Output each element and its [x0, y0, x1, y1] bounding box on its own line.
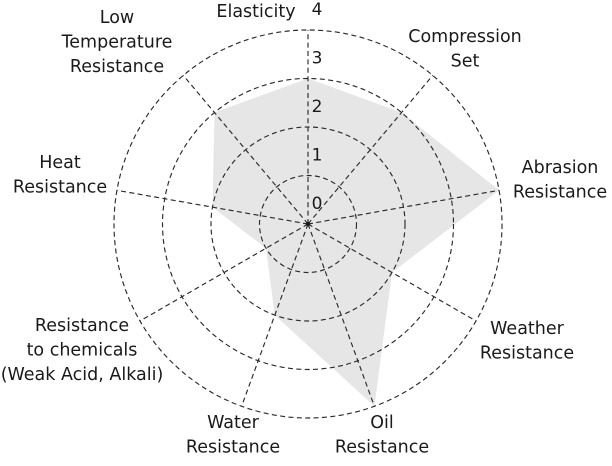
spoke-layer [116, 30, 500, 407]
axis-label-6: Water Resistance [186, 413, 280, 458]
axis-label-line: Abrasion [522, 158, 599, 178]
axis-label-2: Compression Set [408, 27, 522, 72]
axis-label-line: Resistance [480, 344, 574, 364]
spoke-9 [182, 75, 309, 225]
axis-label-1: Elasticity [216, 2, 295, 22]
tick-label-2: 2 [312, 97, 323, 117]
axis-label-line: Low [100, 8, 134, 28]
axis-label-line: Resistance [186, 438, 280, 458]
axis-label-line: Oil [370, 413, 394, 433]
axis-label-4: Weather Resistance [480, 319, 574, 364]
axis-label-9: Low Temperature Resistance [61, 8, 173, 77]
axis-label-line: Resistance [70, 57, 164, 77]
spoke-3 [307, 189, 500, 225]
axis-label-line: Temperature [61, 33, 173, 53]
spoke-7 [139, 223, 309, 322]
tick-label-4: 4 [312, 0, 323, 20]
grid-ring-4 [113, 29, 503, 419]
tick-label-0: 0 [312, 194, 323, 214]
axis-label-line: Elasticity [216, 2, 295, 22]
axis-label-line: Weather [490, 319, 564, 339]
axis-label-line: Set [451, 52, 480, 72]
axis-label-3: Abrasion Resistance [513, 158, 607, 203]
axis-label-5: Oil Resistance [335, 413, 429, 458]
axis-label-line: Resistance [13, 178, 107, 198]
axis-label-line: Resistance [513, 183, 607, 203]
axis-label-line: Compression [408, 27, 522, 47]
grid-ring-1 [258, 174, 358, 274]
spoke-5 [307, 223, 375, 407]
spoke-6 [241, 223, 309, 407]
tick-label-1: 1 [312, 146, 323, 166]
series-area [212, 78, 500, 407]
axis-label-line: Heat [39, 153, 81, 173]
axis-label-line: Resistance [35, 316, 129, 336]
series-area-layer [212, 78, 500, 407]
tick-label-layer: 0 1 2 3 4 [312, 0, 323, 214]
axis-label-line: (Weak Acid, Alkali) [1, 365, 164, 385]
spoke-2 [307, 75, 434, 225]
axis-label-line: Water [207, 413, 260, 433]
axis-label-8: Heat Resistance [13, 153, 107, 198]
axis-label-7: Resistance to chemicals (Weak Acid, Alkali… [1, 316, 164, 385]
axis-label-line: to chemicals [27, 341, 138, 361]
spoke-4 [307, 223, 477, 322]
tick-label-3: 3 [312, 49, 323, 69]
spoke-8 [116, 189, 309, 225]
center-point [305, 221, 311, 227]
axis-label-line: Resistance [335, 438, 429, 458]
axis-label-layer: Elasticity Compression Set Abrasion Resistan… [1, 2, 607, 458]
